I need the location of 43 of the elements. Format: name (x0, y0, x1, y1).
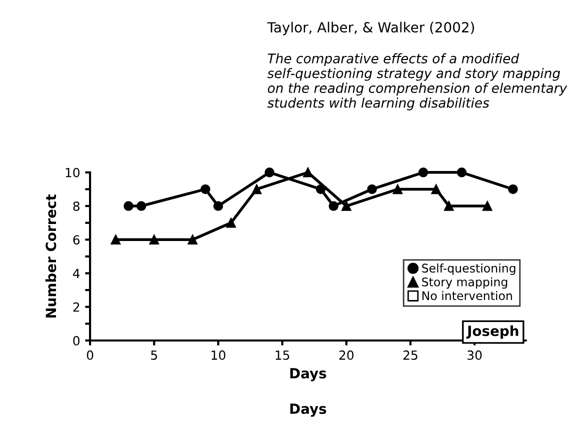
y-tick-label: 2 (73, 302, 80, 312)
y-tick-label: 6 (73, 235, 80, 245)
x-tick-label: 10 (212, 350, 226, 360)
x-tick-label: 30 (468, 350, 482, 360)
point (482, 201, 492, 211)
y-tick-label: 4 (72, 268, 80, 278)
point (252, 184, 262, 194)
point (213, 201, 224, 211)
point (136, 201, 146, 211)
point (508, 184, 518, 194)
point (342, 201, 352, 211)
legend-label: No intervention (422, 291, 512, 300)
x-tick-label: 20 (339, 350, 354, 360)
x-tick-label: 0 (86, 350, 94, 360)
y-tick-label: 10 (66, 168, 80, 178)
point (200, 184, 210, 194)
text: Days (290, 404, 326, 417)
y-axis-title: Number Correct (45, 194, 56, 318)
point (226, 218, 236, 228)
point (110, 234, 121, 244)
y-tick-label: 8 (73, 201, 80, 211)
legend-label: Story mapping (422, 277, 508, 289)
point (444, 201, 454, 211)
point (328, 201, 338, 211)
point (367, 184, 377, 194)
chart-title: Taylor, Alber, & Walker (2002) (267, 22, 474, 36)
x-tick-label: 15 (276, 350, 290, 360)
point (392, 184, 403, 194)
y-tick-label: 0 (73, 336, 80, 346)
annotation: Joseph (466, 325, 518, 339)
point (124, 201, 134, 211)
point (149, 234, 159, 244)
point (431, 184, 441, 194)
x-tick-label: 25 (403, 350, 418, 360)
point (456, 168, 467, 178)
point (418, 168, 428, 178)
x-tick-label: 5 (151, 350, 158, 360)
chart-subtitle: The comparative effects of a modified self-questioning strategy and story mapping on the reading comprehension of elementary students with learning disabilities (267, 53, 568, 110)
point (303, 168, 313, 178)
x-axis-title: Days (290, 368, 326, 382)
point (264, 168, 274, 178)
legend-label: Self-questioning (422, 263, 516, 275)
point (188, 234, 198, 244)
